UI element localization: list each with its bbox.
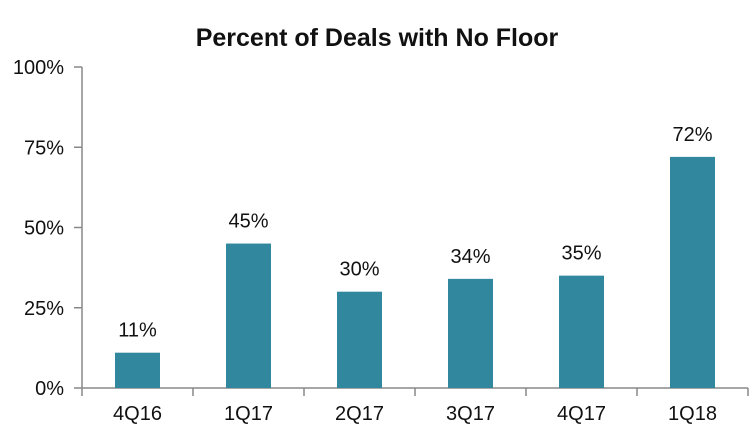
bar-4q16 [115,352,160,388]
y-tick-label: 0% [35,378,64,400]
x-tick-label: 3Q17 [446,403,495,425]
x-tick-label: 4Q16 [113,403,162,425]
data-label: 35% [561,243,601,265]
data-label: 45% [228,211,268,233]
data-label: 11% [118,320,157,342]
bar-1q17 [226,243,271,388]
y-axis: 0% 25% 50% 75% 100% [13,57,83,400]
x-tick-label: 1Q17 [224,403,273,425]
bars [115,156,715,388]
x-tick-label: 1Q18 [668,403,717,425]
x-tick-label: 2Q17 [335,403,384,425]
data-label: 72% [672,124,712,146]
chart-title: Percent of Deals with No Floor [196,24,559,52]
data-label: 34% [450,246,490,268]
bar-1q18 [670,156,715,388]
data-label: 30% [339,259,379,281]
x-tick-label: 4Q17 [557,403,606,425]
y-tick-label: 25% [24,298,64,320]
y-tick-label: 50% [24,218,64,240]
y-tick-label: 75% [24,137,64,159]
bar-2q17 [337,291,382,388]
y-tick-label: 100% [13,57,64,79]
x-axis: 4Q16 1Q17 2Q17 3Q17 4Q17 1Q18 [81,387,749,425]
bar-4q17 [559,275,604,388]
data-labels: 11% 45% 30% 34% 35% 72% [118,124,713,342]
bar-3q17 [448,278,493,388]
